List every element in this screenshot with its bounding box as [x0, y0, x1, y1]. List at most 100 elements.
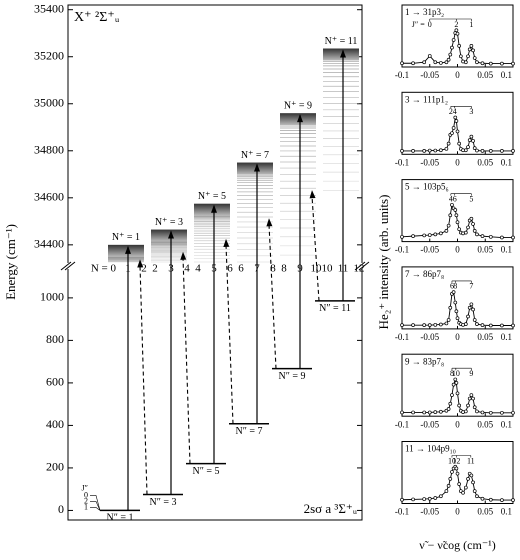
spectrum-title: 5 → 103p5₆: [405, 182, 449, 192]
spectrum-point: [450, 470, 454, 474]
spectrum-point: [427, 233, 432, 237]
spectrum-point: [472, 405, 477, 410]
spectrum-point: [427, 323, 432, 328]
spectrum-point: [466, 477, 470, 481]
x-tick-label: 0.05: [477, 332, 493, 342]
spectrum-point: [427, 410, 432, 415]
spectrum-point: [472, 146, 477, 150]
x-tick-label: 0: [455, 419, 460, 429]
fine-structure-level: 1: [84, 502, 88, 511]
y-axis-label: Energy (cm⁻¹): [3, 224, 18, 300]
y-tick-label: 34400: [34, 237, 64, 251]
x-tick-label: 0.05: [477, 157, 493, 167]
neutral-level-label: N″ = 3: [149, 497, 176, 508]
spectrum-point: [458, 54, 463, 59]
spectrum-title: 9 → 83p7₈: [405, 356, 444, 366]
spectrum-point: [454, 213, 459, 218]
axis-break-mark: [60, 261, 72, 271]
spectrum-line: [402, 28, 513, 65]
n-label: 6: [238, 263, 244, 275]
spectrum-point: [475, 494, 479, 499]
ion-level-label: N⁺ = 11: [325, 36, 358, 47]
spectrum-point: [463, 60, 468, 65]
fine-structure-level: 2: [84, 496, 88, 505]
n-label: 4: [184, 263, 190, 275]
spectrum-point: [446, 57, 451, 62]
spectrum-point: [455, 31, 460, 36]
spectrum-point: [469, 302, 474, 307]
x-tick-label: -0.1: [395, 332, 409, 342]
fine-structure-line: [90, 507, 101, 511]
spectrum-point: [453, 300, 458, 305]
spectrum-point: [439, 148, 443, 153]
spectrum-point: [466, 314, 470, 319]
spectrum-point: [454, 381, 459, 385]
transition-arrowhead: [180, 251, 187, 260]
spectrum-point: [400, 234, 404, 239]
spectrum-point: [457, 482, 462, 486]
spectrum-point: [467, 305, 472, 310]
spectrum-point: [422, 497, 427, 501]
transition-arrowhead: [125, 245, 131, 254]
axis-break-gap: [65, 263, 71, 269]
y-tick-label: 35400: [34, 1, 64, 15]
spectrum-point: [433, 410, 438, 414]
x-tick-label: -0.05: [420, 70, 439, 80]
spectrum-point: [455, 471, 460, 476]
spectrum-point: [454, 119, 459, 123]
spectrum-point: [450, 45, 454, 50]
x-tick-label: 0.05: [477, 70, 493, 80]
assignment-label: 4: [449, 194, 453, 203]
spectrum-point: [472, 489, 477, 493]
spectrum-point: [469, 134, 474, 139]
ion-level: [151, 229, 187, 242]
spectrum-point: [463, 148, 468, 153]
spectrum-point: [454, 466, 459, 471]
x-tick-label: 0: [455, 70, 460, 80]
assignment-label: 8: [453, 282, 457, 291]
spectrum-point: [451, 126, 456, 130]
spectrum-point: [439, 231, 443, 236]
assignment-label: 7: [469, 282, 473, 291]
spectrum-point: [500, 498, 504, 502]
spectrum-point: [448, 52, 453, 57]
x-tick-label: 0: [455, 332, 460, 342]
spectrum-point: [475, 148, 479, 153]
spectrum-point: [500, 323, 504, 328]
spectrum-point: [466, 403, 470, 408]
spectrum-point: [444, 321, 449, 326]
spectrum-point: [446, 407, 451, 411]
assignment-label: 10: [452, 369, 460, 378]
x-tick-label: 0: [455, 157, 460, 167]
transition-dashed: [268, 224, 277, 369]
ion-level: [108, 244, 144, 257]
ion-level: [194, 203, 230, 216]
assignment-label: 6: [450, 282, 454, 291]
spectrum-point: [411, 61, 415, 66]
x-tick-label: 0: [455, 507, 460, 517]
y-tick-label: 34600: [34, 190, 64, 204]
spectrum-point: [488, 61, 493, 66]
y-tick-label: 600: [46, 375, 64, 389]
y-tick-label: 800: [46, 332, 64, 346]
spectrum-point: [433, 496, 438, 500]
n-label: 12: [354, 263, 365, 275]
ion-level-label: N⁺ = 5: [198, 191, 226, 202]
x-tick-label: -0.1: [395, 70, 409, 80]
spectrum-line: [402, 377, 513, 414]
n-label: 8: [281, 263, 287, 275]
spectrum-point: [463, 409, 468, 414]
x-tick-label: -0.05: [420, 332, 439, 342]
ion-level: [280, 113, 316, 126]
spectrum-point: [454, 309, 459, 314]
spectrum-point: [500, 149, 504, 153]
spectrum-title: 3 → 111p1₂: [405, 94, 448, 104]
n-label: 10: [311, 263, 323, 275]
spectrum-point: [446, 223, 451, 228]
spectrum-point: [450, 393, 454, 397]
spectrum-point: [511, 61, 515, 66]
spectrum-point: [433, 60, 438, 65]
y-tick-label: 200: [46, 460, 64, 474]
